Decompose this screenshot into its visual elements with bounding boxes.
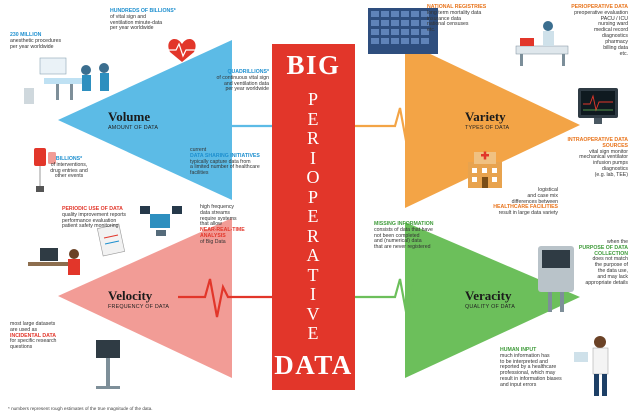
- center-vertical-letter: E: [307, 323, 319, 343]
- vital-monitor-illustration: [578, 88, 618, 124]
- annotation-missing-information: MISSING INFORMATION consists of data tha…: [374, 221, 434, 251]
- cloud-computer-illustration: [140, 206, 182, 236]
- clipboard-illustration: [96, 223, 126, 257]
- velocity-pulse-line: [178, 278, 272, 318]
- annotation-intraoperative-sources: INTRAOPERATIVE DATA SOURCES vital sign m…: [567, 137, 628, 178]
- center-vertical-letter: E: [307, 108, 319, 129]
- center-vertical-letter: T: [307, 264, 319, 285]
- center-vertical-letter: I: [310, 147, 316, 168]
- center-title-bottom: DATA: [274, 350, 353, 380]
- operating-room-illustration: [24, 57, 109, 104]
- annotation-quadrillions: QUADRILLIONS* of continuous vital sign a…: [216, 69, 269, 93]
- veracity-title: Veracity: [465, 288, 512, 303]
- veracity-pulse-line: [355, 278, 452, 318]
- volume-title: Volume: [108, 109, 151, 124]
- center-vertical-letter: O: [306, 167, 320, 187]
- annotation-perioperative-data: PERIOPERATIVE DATA preoperative evaluati…: [571, 4, 628, 57]
- volume-pulse-line: [178, 107, 272, 147]
- annotation-near-real-time: high frequency data streams require syst…: [200, 204, 245, 245]
- footnote: * numbers represent rough estimates of t…: [8, 406, 153, 411]
- veracity-triangle: [405, 222, 580, 378]
- annotation-incidental-data: most large datasets are used as INCIDENT…: [10, 321, 57, 351]
- volume-triangle: [58, 40, 232, 200]
- center-vertical-letter: P: [307, 186, 318, 207]
- variety-triangle: [405, 42, 580, 208]
- variety-title: Variety: [465, 109, 506, 124]
- annotation-230-million: 230 MILLION anesthetic procedures per ye…: [10, 32, 62, 50]
- ventilator-machine-illustration: [538, 246, 574, 312]
- volume-label: Volume AMOUNT OF DATA: [108, 109, 198, 131]
- center-vertical-letter: I: [310, 284, 316, 304]
- variety-subtitle: TYPES OF DATA: [465, 124, 510, 131]
- veracity-label: Veracity QUALITY OF DATA: [465, 288, 555, 310]
- variety-label: Variety TYPES OF DATA: [465, 109, 555, 131]
- archive-cabinets-illustration: [368, 8, 438, 54]
- variety-pulse-line: [355, 107, 452, 147]
- iv-bag-illustration: [34, 148, 56, 192]
- annotation-healthcare-facilities: logistical and case mix differences betw…: [493, 187, 558, 217]
- center-vertical-letter: P: [307, 89, 318, 109]
- velocity-label: Velocity FREQUENCY OF DATA: [108, 288, 198, 310]
- annotation-human-input: HUMAN INPUT much information has to be i…: [500, 347, 562, 388]
- hospital-building-illustration: [468, 151, 502, 188]
- nurse-illustration: [574, 336, 609, 396]
- center-vertical-letter: R: [306, 128, 319, 148]
- center-column: [272, 44, 355, 390]
- center-vertical-letter: R: [306, 225, 319, 246]
- volume-subtitle: AMOUNT OF DATA: [108, 124, 159, 131]
- annotation-national-registries: NATIONAL REGISTRIES long term mortality …: [427, 4, 487, 34]
- velocity-triangle: [58, 218, 232, 378]
- office-worker-illustration: [28, 248, 80, 275]
- annotation-purpose-of-data: when the PURPOSE OF DATA COLLECTION does…: [578, 239, 628, 286]
- center-vertical-letter: A: [306, 245, 320, 265]
- heart-icon: [166, 38, 198, 62]
- velocity-title: Velocity: [108, 288, 153, 303]
- center-vertical-letter: V: [306, 303, 320, 324]
- velocity-subtitle: FREQUENCY OF DATA: [108, 303, 170, 310]
- center-vertical-letter: E: [307, 206, 319, 226]
- annotation-hundreds-of-billions: HUNDREDS OF BILLIONS* of vital sign and …: [110, 8, 176, 32]
- annotation-billions: BILLIONS* of interventions, drug entries…: [50, 156, 88, 180]
- hospital-bed-illustration: [515, 21, 569, 66]
- center-title-top: BIG: [286, 50, 341, 80]
- annotation-periodic-use: PERIODIC USE OF DATA quality improvement…: [62, 206, 127, 230]
- workstation-cart-illustration: [96, 340, 120, 389]
- veracity-subtitle: QUALITY OF DATA: [465, 303, 516, 310]
- annotation-data-sharing: current DATA SHARING INITIATIVES typical…: [190, 147, 260, 177]
